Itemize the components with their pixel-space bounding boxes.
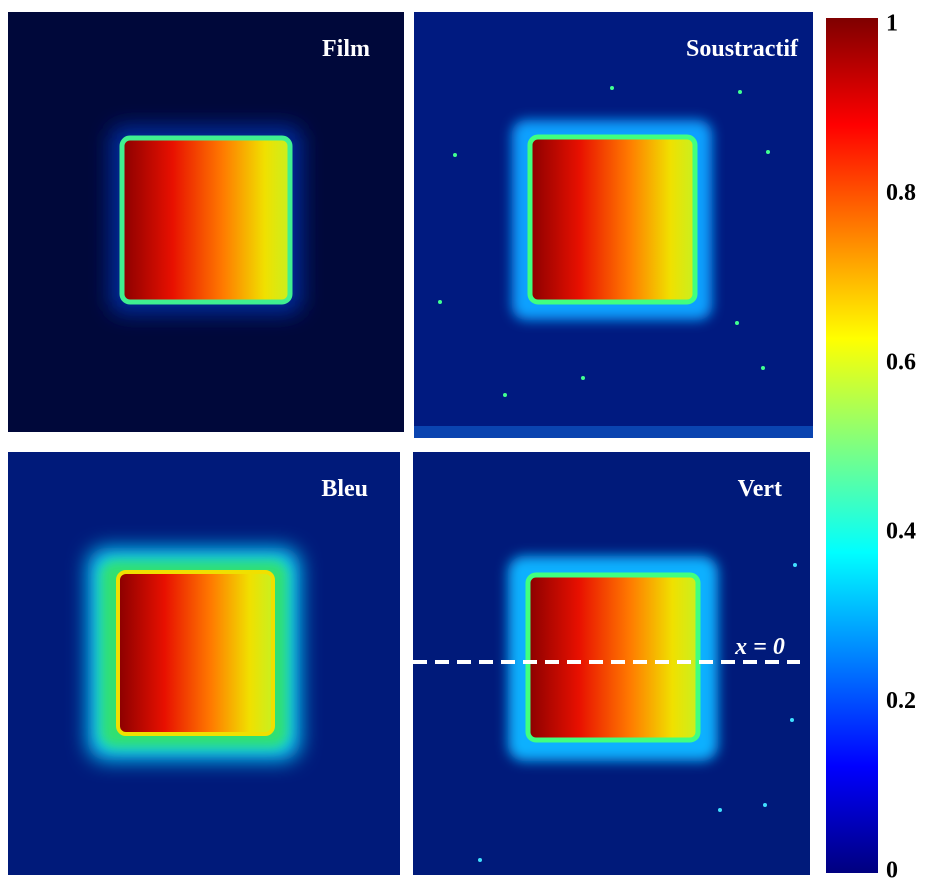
panel-label: Soustractif (686, 36, 799, 62)
colorbar-tick-label: 0.4 (886, 519, 916, 545)
colorbar-ticks: 0 0.2 0.4 0.6 0.8 1 (886, 11, 916, 884)
panel-bleu: Bleu (8, 452, 400, 875)
panel-vert: x = 0 Vert (413, 452, 810, 875)
panel-soustractif: Soustractif (414, 12, 813, 438)
colorbar-tick-label: 0.6 (886, 349, 916, 375)
panel-film: Film (8, 12, 404, 432)
colorbar (826, 18, 878, 873)
panel-label: Film (322, 36, 370, 62)
colorbar-tick-label: 0.8 (886, 180, 916, 206)
colorbar-tick-label: 0.2 (886, 688, 916, 714)
colorbar-tick-label: 1 (886, 11, 898, 37)
panel-label: Vert (738, 476, 782, 502)
annotation: x = 0 (734, 634, 785, 660)
colorbar-tick-label: 0 (886, 858, 898, 884)
panel-label: Bleu (321, 476, 368, 502)
